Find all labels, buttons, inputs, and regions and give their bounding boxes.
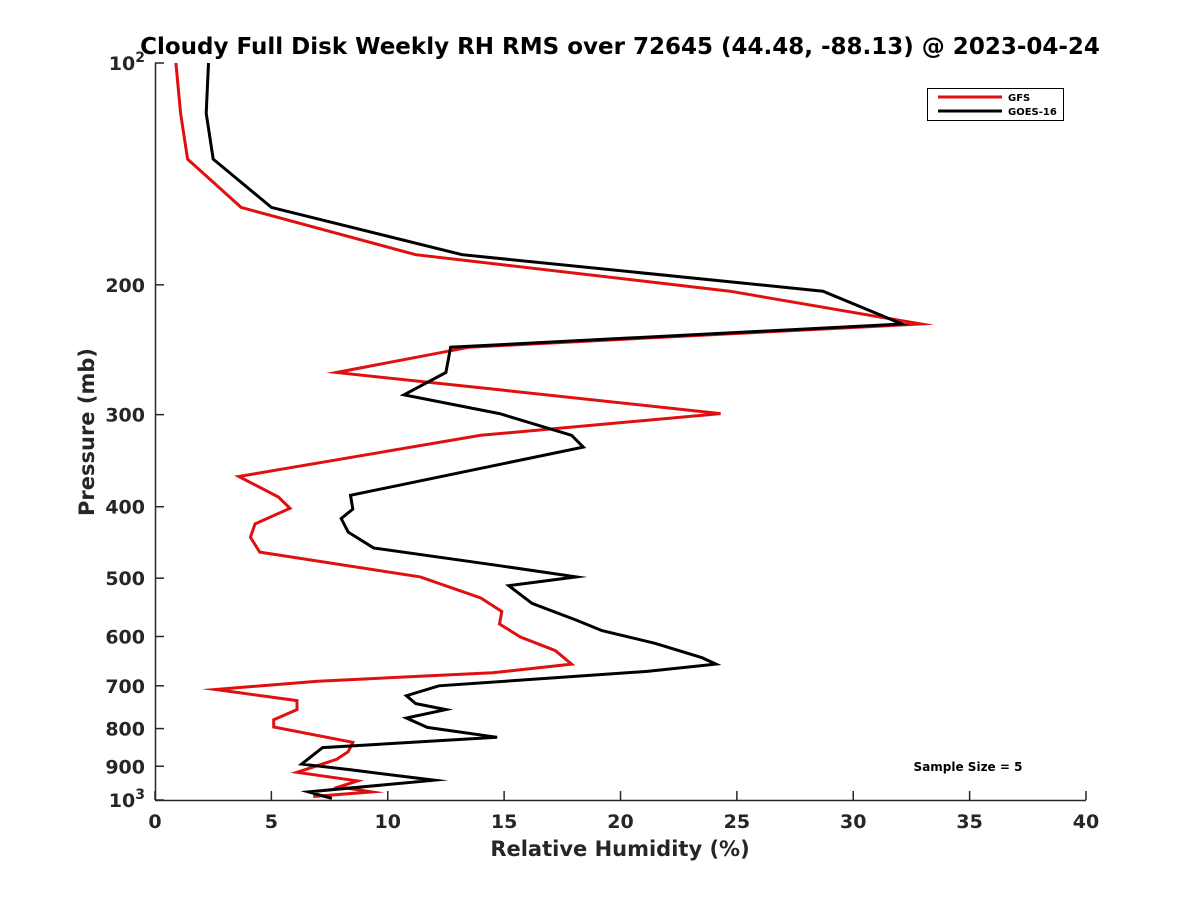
x-tick-label: 0	[148, 811, 161, 833]
legend: GFS GOES-16	[927, 88, 1064, 121]
axes	[154, 63, 1086, 802]
x-tick-label: 30	[840, 811, 866, 833]
series-line-goes-16	[204, 62, 909, 800]
legend-label: GFS	[1008, 93, 1030, 104]
y-tick-label: 200	[105, 275, 145, 297]
y-tick-label: 600	[105, 626, 145, 648]
legend-box	[927, 88, 1064, 121]
y-ticks: 102 200 300 400 500 600 700 800 900 103	[105, 50, 164, 812]
y-tick-label: 400	[105, 497, 145, 519]
y-tick-label: 900	[105, 756, 145, 778]
plot-lines	[174, 62, 935, 800]
chart-title: Cloudy Full Disk Weekly RH RMS over 7264…	[140, 34, 1100, 60]
y-tick-label: 103	[109, 787, 145, 812]
y-axis-label: Pressure (mb)	[75, 348, 99, 516]
x-tick-label: 5	[265, 811, 278, 833]
x-tick-label: 10	[375, 811, 401, 833]
x-ticks: 0 5 10 15 20 25 30 35 40	[148, 791, 1099, 833]
y-tick-label: 700	[105, 676, 145, 698]
x-tick-label: 20	[607, 811, 633, 833]
legend-label: GOES-16	[1008, 107, 1057, 118]
y-tick-label: 300	[105, 405, 145, 427]
x-tick-label: 15	[491, 811, 517, 833]
x-tick-label: 40	[1073, 811, 1099, 833]
legend-entries: GFS GOES-16	[938, 93, 1057, 118]
x-tick-label: 35	[956, 811, 982, 833]
x-tick-label: 25	[724, 811, 750, 833]
y-tick-label: 102	[109, 50, 145, 75]
sample-size-annotation: Sample Size = 5	[914, 760, 1023, 774]
y-tick-label: 800	[105, 719, 145, 741]
y-tick-label: 500	[105, 568, 145, 590]
x-axis-label: Relative Humidity (%)	[490, 837, 749, 861]
